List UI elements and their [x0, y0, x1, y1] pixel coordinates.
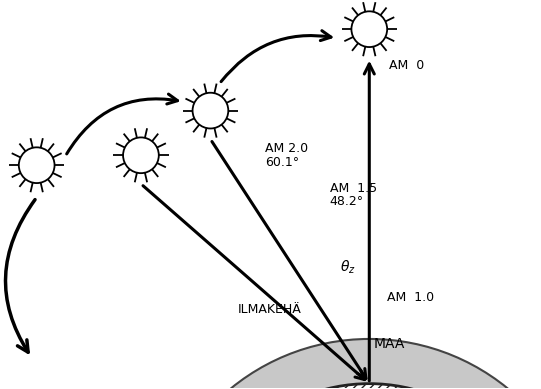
Circle shape	[193, 93, 228, 128]
Circle shape	[19, 147, 55, 183]
Circle shape	[352, 11, 387, 47]
Text: 60.1°: 60.1°	[265, 156, 299, 169]
Text: ILMAKEHÄ: ILMAKEHÄ	[238, 303, 302, 316]
Text: $\theta_z$: $\theta_z$	[340, 259, 355, 276]
Text: AM  1.5: AM 1.5	[329, 182, 377, 194]
Text: 48.2°: 48.2°	[329, 195, 364, 209]
Text: AM  0: AM 0	[389, 60, 424, 72]
Wedge shape	[151, 339, 541, 389]
Text: AM  1.0: AM 1.0	[387, 291, 434, 304]
Text: AM 2.0: AM 2.0	[265, 142, 308, 155]
Wedge shape	[195, 384, 541, 389]
Circle shape	[123, 137, 159, 173]
Text: MAA: MAA	[373, 337, 405, 351]
